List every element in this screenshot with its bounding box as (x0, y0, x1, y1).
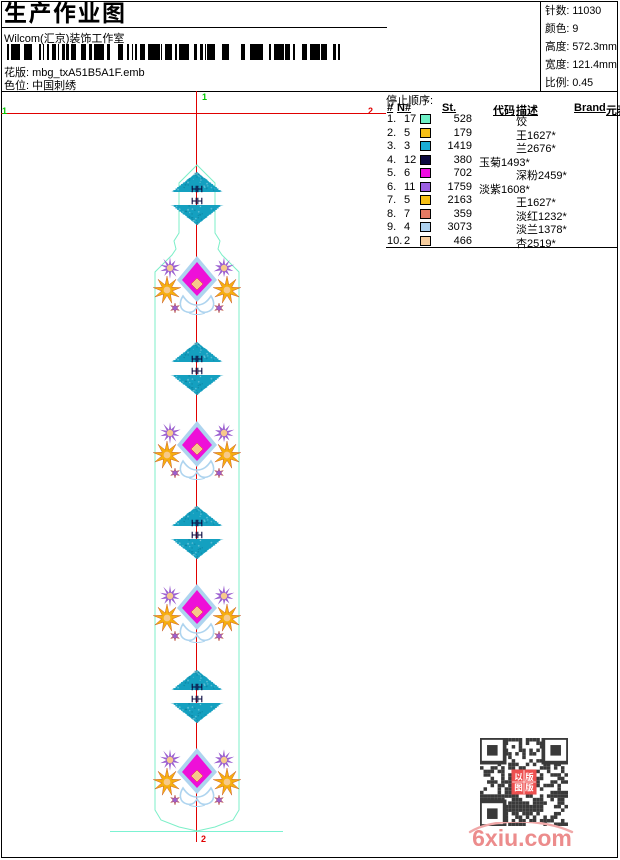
svg-text:图: 图 (514, 782, 523, 792)
svg-text:版: 版 (525, 771, 534, 782)
svg-text:以: 以 (514, 772, 523, 782)
svg-text:6xiu.com: 6xiu.com (472, 825, 572, 851)
svg-text:版: 版 (525, 781, 534, 792)
